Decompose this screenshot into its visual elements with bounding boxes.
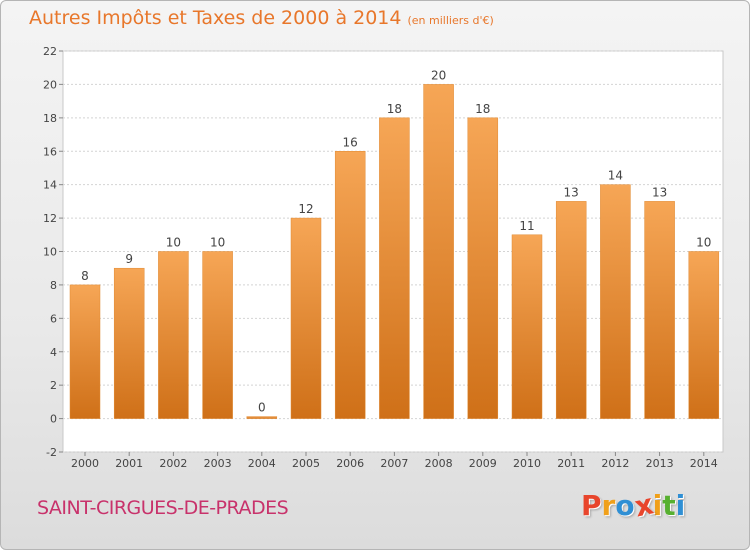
bar-2007 (379, 117, 410, 419)
bar-2012 (600, 184, 631, 419)
bar-2008 (423, 84, 454, 419)
y-axis: -2 0 2 4 6 8 10 12 14 16 18 20 22 (43, 45, 63, 459)
y-tick-label: 4 (50, 346, 57, 359)
logo-letter: P (581, 489, 602, 522)
data-label: 18 (475, 102, 490, 116)
data-label: 10 (210, 236, 225, 250)
bar-2011 (555, 201, 587, 419)
chart-unit: (en milliers d'€) (407, 14, 494, 27)
commune-name: SAINT-CIRGUES-DE-PRADES (37, 497, 289, 519)
data-label: 11 (519, 219, 534, 233)
data-label: 13 (564, 185, 579, 199)
bar-2005 (290, 217, 322, 419)
bar-2009 (467, 117, 499, 419)
y-tick-label: 12 (43, 212, 57, 225)
proxiti-logo: Proxiti (581, 487, 686, 523)
y-tick-label: 0 (50, 413, 57, 426)
x-tick-label: 2007 (380, 457, 408, 470)
x-tick-label: 2009 (469, 457, 497, 470)
data-label: 12 (298, 202, 313, 216)
x-tick-label: 2002 (159, 457, 187, 470)
x-tick-label: 2004 (248, 457, 276, 470)
chart-title-block: Autres Impôts et Taxes de 2000 à 2014 (en… (29, 7, 494, 29)
data-label: 8 (81, 269, 89, 283)
x-tick-label: 2011 (557, 457, 585, 470)
logo-letter: i (675, 489, 686, 522)
logo-letter: o (615, 489, 635, 522)
y-tick-label: 18 (43, 112, 57, 125)
bar-2010 (511, 234, 543, 419)
y-tick-label: 16 (43, 145, 57, 158)
data-label: 16 (343, 135, 358, 149)
data-label: 10 (696, 236, 711, 250)
x-tick-label: 2008 (425, 457, 453, 470)
data-label: 20 (431, 68, 446, 82)
x-tick-label: 2000 (71, 457, 99, 470)
y-tick-label: 20 (43, 78, 57, 91)
y-tick-label: 2 (50, 379, 57, 392)
y-tick-label: 14 (43, 179, 57, 192)
x-axis: 2000 2001 2002 2003 2004 2005 2006 2007 2008 2009… (71, 452, 718, 470)
bar-2003 (202, 251, 233, 419)
bars (69, 84, 720, 419)
x-tick-label: 2013 (646, 457, 674, 470)
y-tick-label: 6 (50, 312, 57, 325)
logo-letter: t (662, 489, 676, 522)
x-tick-label: 2001 (115, 457, 143, 470)
x-tick-label: 2006 (336, 457, 364, 470)
bar-2000 (69, 284, 101, 419)
x-tick-label: 2005 (292, 457, 320, 470)
y-tick-label: 8 (50, 279, 57, 292)
bar-2001 (113, 267, 145, 419)
data-label: 0 (258, 401, 266, 415)
logo-letter: r (601, 489, 616, 522)
y-tick-label: 10 (43, 246, 57, 259)
bar-2002 (158, 251, 189, 419)
chart-title: Autres Impôts et Taxes de 2000 à 2014 (29, 7, 402, 29)
logo-letter: i (652, 489, 663, 522)
data-label: 9 (125, 252, 133, 266)
y-tick-label: 22 (43, 45, 57, 58)
x-tick-label: 2014 (690, 457, 718, 470)
x-tick-label: 2003 (204, 457, 232, 470)
bar-2006 (334, 151, 366, 419)
data-labels: 8 9 10 10 0 12 16 18 20 18 11 13 14 13 10 (81, 68, 711, 414)
bar-2004 (246, 416, 278, 419)
y-tick-label: -2 (46, 446, 57, 459)
bar-2013 (644, 201, 675, 419)
bar-2014 (688, 251, 720, 419)
x-tick-label: 2010 (513, 457, 541, 470)
data-label: 14 (608, 169, 623, 183)
data-label: 18 (387, 102, 402, 116)
data-label: 10 (166, 236, 181, 250)
data-label: 13 (652, 185, 667, 199)
x-tick-label: 2012 (601, 457, 629, 470)
